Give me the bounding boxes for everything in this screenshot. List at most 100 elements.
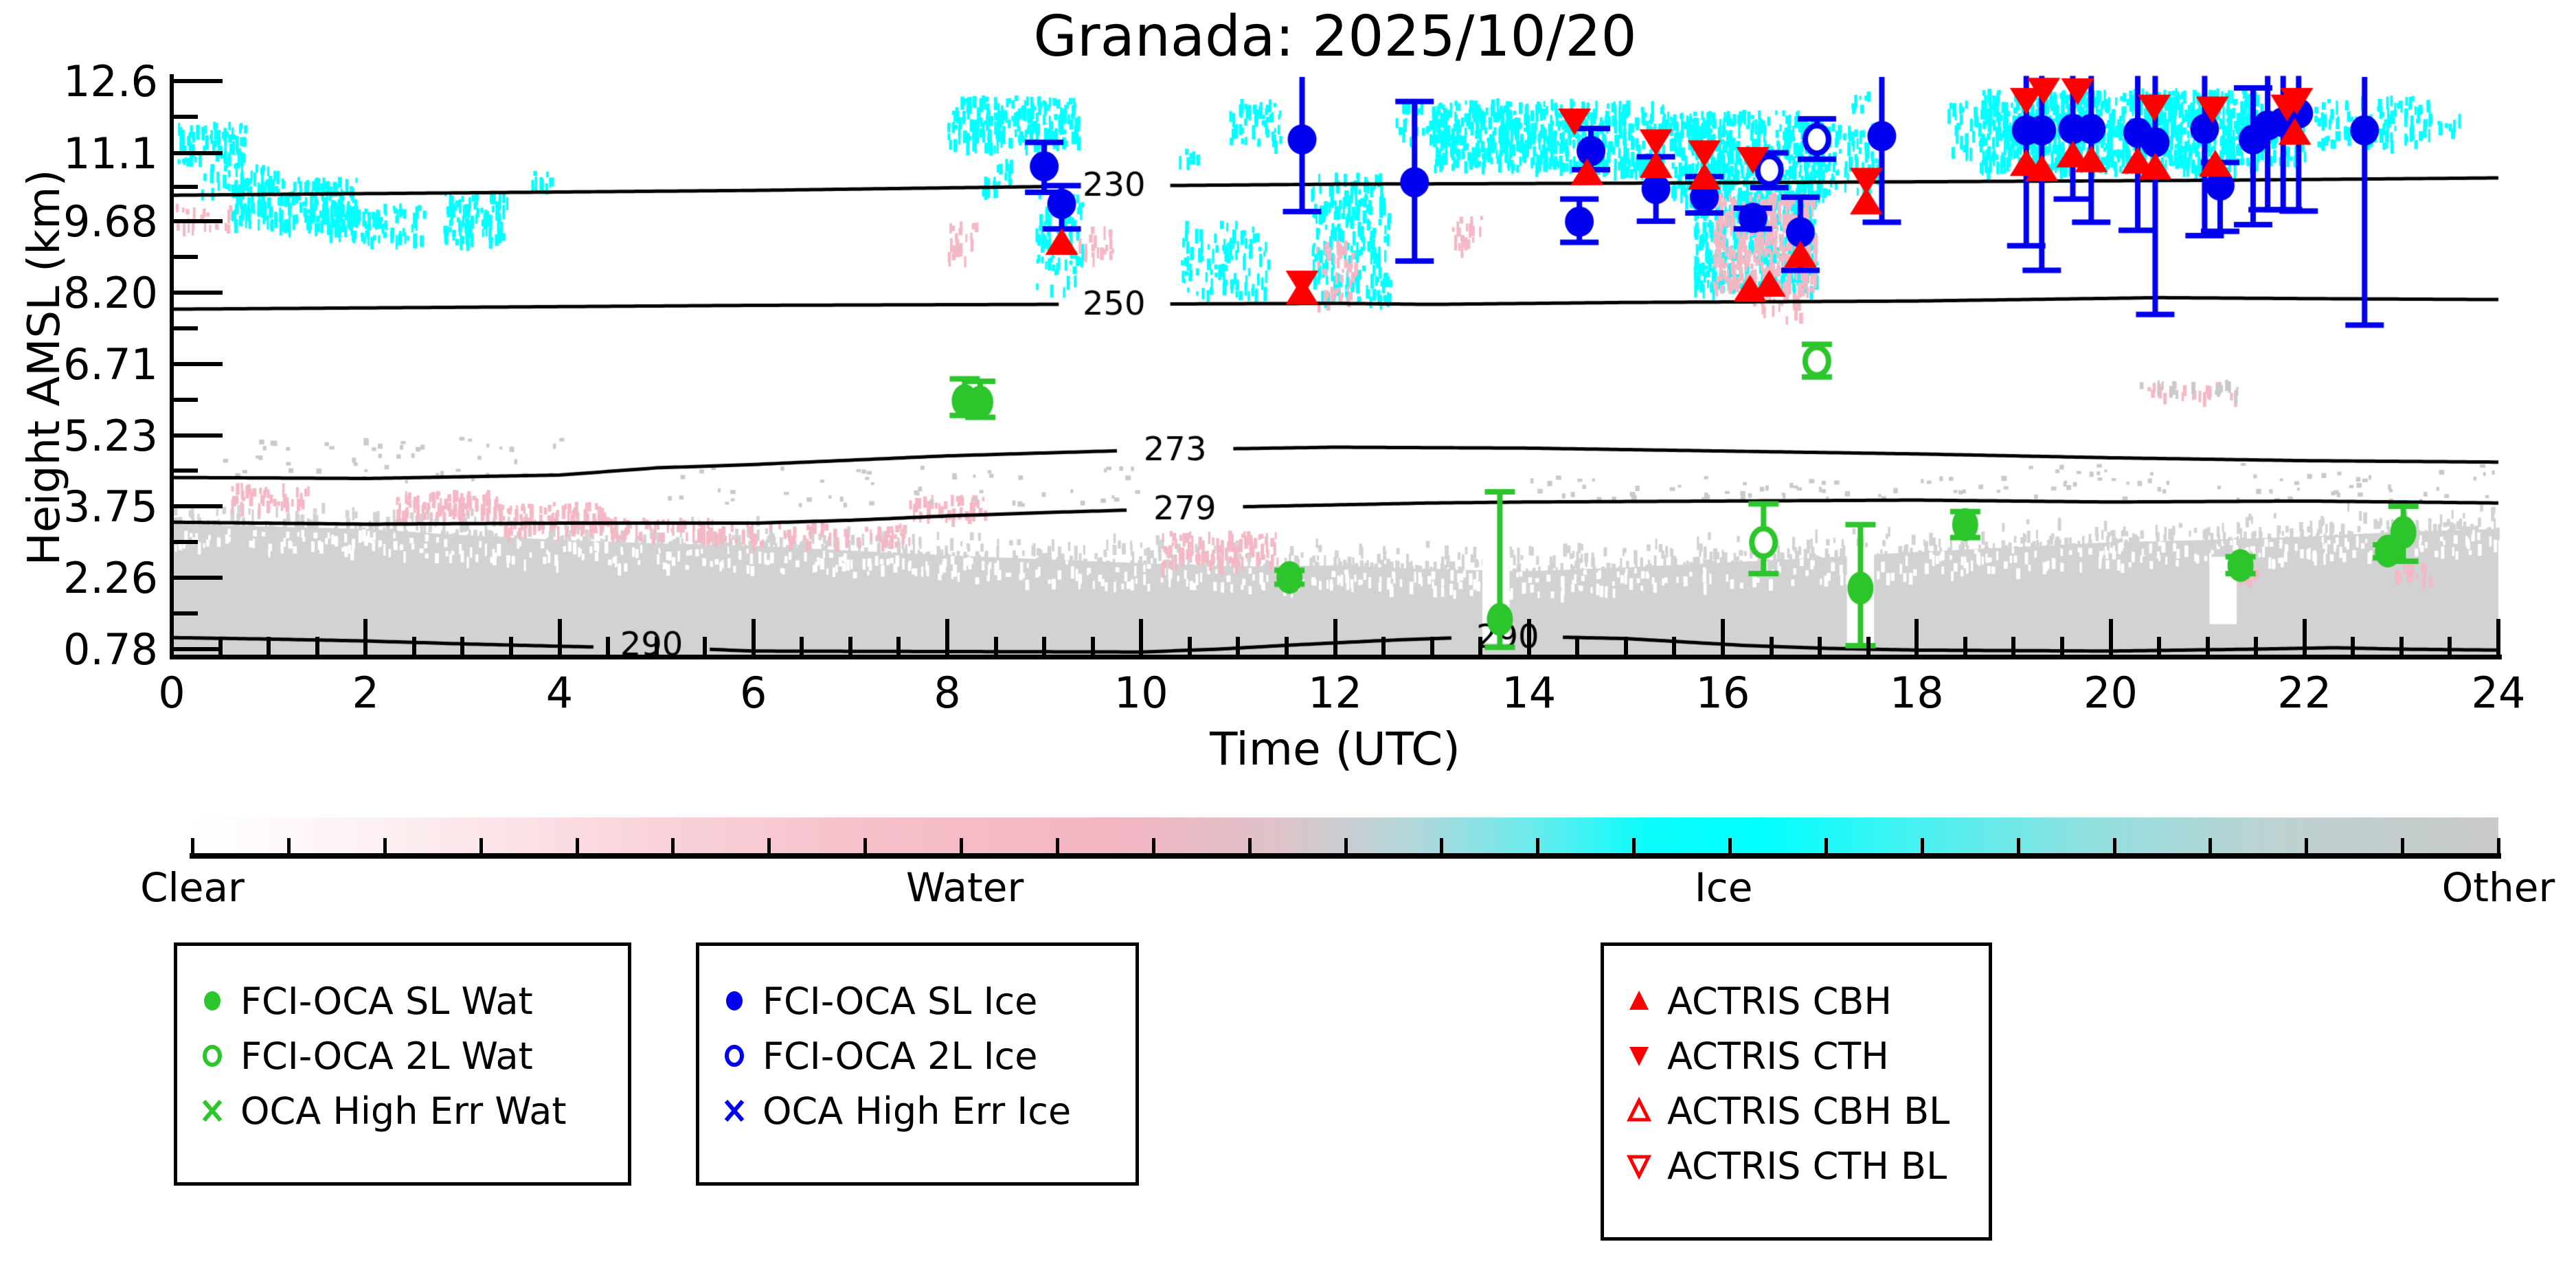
y-major-tick [172, 361, 223, 366]
colorbar-label-water: Water [905, 864, 1024, 911]
y-major-tick [172, 78, 223, 83]
y-major-tick [172, 290, 223, 295]
x-minor-tick [1963, 637, 1967, 655]
legend-item: FCI-OCA 2L Ice [719, 1028, 1136, 1083]
x-minor-tick [2448, 637, 2452, 655]
x-minor-tick [508, 637, 513, 655]
legend-item: OCA High Err Ice [719, 1083, 1136, 1138]
page-title: Granada: 2025/10/20 [1033, 4, 1637, 69]
x-tick-label: 0 [158, 668, 185, 718]
colorbar-tick [1920, 838, 1924, 853]
x-major-tick [2108, 619, 2113, 655]
legend-marker-circle-filled [204, 991, 221, 1010]
x-tick-label: 12 [1308, 668, 1362, 718]
x-minor-tick [606, 637, 611, 655]
y-minor-tick [172, 468, 198, 473]
colorbar-tick [1055, 838, 1059, 853]
x-tick-label: 20 [2083, 668, 2138, 718]
x-minor-tick [2059, 637, 2064, 655]
legend-item-label: ACTRIS CTH BL [1667, 1144, 1947, 1188]
y-tick-label: 3.75 [63, 482, 158, 532]
legend-item-label: OCA High Err Ice [762, 1089, 1072, 1133]
legend-item: ACTRIS CBH [1623, 973, 1989, 1028]
legend-marker-tri-down-filled [1629, 1047, 1649, 1066]
x-minor-tick [218, 637, 223, 655]
y-major-tick [172, 576, 223, 580]
colorbar-label-clear: Clear [140, 864, 245, 911]
legend-item-label: ACTRIS CBH [1667, 979, 1892, 1023]
y-minor-tick [172, 115, 198, 120]
legend-marker-tri-up-filled [1629, 991, 1649, 1010]
x-major-tick [363, 619, 368, 655]
y-minor-tick [172, 326, 198, 330]
x-minor-tick [1866, 637, 1871, 655]
colorbar-tick [1151, 838, 1155, 853]
x-axis-spine [170, 655, 2502, 659]
colorbar-baseline [190, 853, 2501, 859]
x-minor-tick [848, 637, 852, 655]
y-tick-label: 2.26 [63, 553, 158, 604]
x-tick-label: 8 [934, 668, 961, 718]
x-minor-tick [703, 637, 708, 655]
colorbar-tick [191, 838, 194, 853]
legend-item-label: OCA High Err Wat [240, 1089, 567, 1133]
colorbar-tick [1440, 838, 1444, 853]
x-minor-tick [1042, 637, 1047, 655]
colorbar-label-other: Other [2441, 864, 2555, 911]
x-tick-label: 24 [2471, 668, 2526, 718]
x-minor-tick [1672, 637, 1677, 655]
x-minor-tick [460, 637, 465, 655]
colorbar-tick [1247, 838, 1252, 853]
x-minor-tick [1381, 637, 1386, 655]
x-minor-tick [267, 637, 271, 655]
x-axis-label: Time (UTC) [1210, 723, 1460, 776]
colorbar-tick [1344, 838, 1348, 853]
colorbar-tick [286, 838, 291, 853]
legend-marker-x [202, 1100, 223, 1122]
x-minor-tick [2399, 637, 2404, 655]
x-major-tick [1139, 619, 1144, 655]
x-minor-tick [2157, 637, 2162, 655]
y-tick-label: 8.20 [63, 267, 158, 318]
colorbar-tick [383, 838, 387, 853]
x-tick-label: 2 [352, 668, 379, 718]
legend-item: ACTRIS CBH BL [1623, 1083, 1989, 1138]
x-minor-tick [411, 637, 416, 655]
x-tick-label: 14 [1502, 668, 1557, 718]
legend-item: FCI-OCA 2L Wat [196, 1028, 628, 1083]
x-minor-tick [1187, 637, 1192, 655]
y-major-tick [172, 219, 223, 223]
x-minor-tick [993, 637, 998, 655]
x-minor-tick [1090, 637, 1095, 655]
legend-item: ACTRIS CTH [1623, 1028, 1989, 1083]
x-minor-tick [1818, 637, 1822, 655]
legend-marker-circle-open [203, 1045, 222, 1067]
x-minor-tick [1769, 637, 1774, 655]
x-minor-tick [2205, 637, 2210, 655]
legend-box-ice: FCI-OCA SL Ice FCI-OCA 2L Ice OCA High Err… [696, 942, 1139, 1186]
x-tick-label: 16 [1695, 668, 1750, 718]
x-major-tick [1914, 619, 1919, 655]
y-minor-tick [172, 611, 198, 616]
colorbar-tick [1824, 838, 1828, 853]
x-major-tick [170, 619, 174, 655]
y-tick-label: 9.68 [63, 196, 158, 247]
y-tick-label: 11.1 [63, 128, 158, 179]
x-minor-tick [2351, 637, 2355, 655]
x-minor-tick [1478, 637, 1483, 655]
colorbar-tick [671, 838, 675, 853]
legend-item: OCA High Err Wat [196, 1083, 628, 1138]
x-major-tick [557, 619, 562, 655]
x-major-tick [751, 619, 756, 655]
x-minor-tick [896, 637, 901, 655]
y-tick-label: 6.71 [63, 339, 158, 389]
x-tick-label: 4 [545, 668, 574, 718]
x-tick-label: 6 [740, 668, 767, 718]
legend-item-label: ACTRIS CBH BL [1667, 1089, 1950, 1133]
x-tick-label: 18 [1889, 668, 1944, 718]
legend-item-label: ACTRIS CTH [1667, 1034, 1889, 1078]
colorbar-tick [2497, 838, 2500, 853]
colorbar-tick [767, 838, 771, 853]
legend-item: FCI-OCA SL Ice [719, 973, 1136, 1028]
legend-marker-circle-open [725, 1045, 744, 1067]
